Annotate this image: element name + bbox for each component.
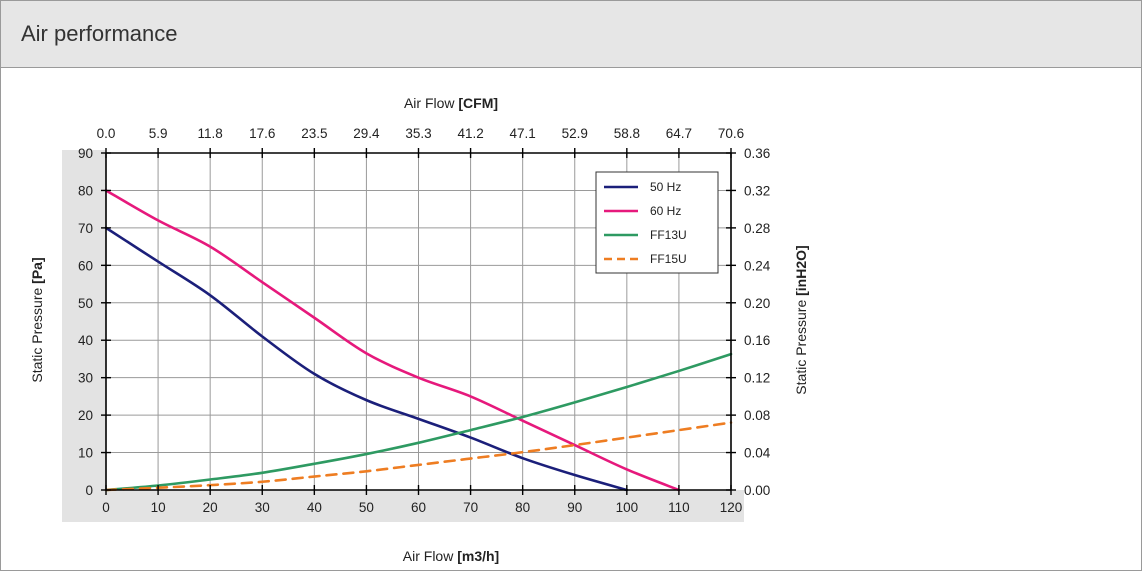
bottom-tick-label: 20: [203, 500, 218, 515]
left-tick-label: 30: [78, 371, 93, 386]
legend-label-60-hz: 60 Hz: [650, 204, 681, 218]
left-tick-label: 20: [78, 408, 93, 423]
bottom-tick-label: 40: [307, 500, 322, 515]
top-tick-label: 17.6: [249, 126, 275, 141]
chart-legend: 50 Hz 60 Hz FF13U FF15U: [595, 171, 719, 274]
bottom-tick-label: 110: [668, 500, 690, 515]
tick-labels: 0 0.0 10 5.9 20 11.8 30 17.6 40 23.5 50 29.4 60 35.3 7…: [78, 126, 771, 515]
left-tick-label: 90: [78, 146, 93, 161]
right-tick-label: 0.04: [744, 446, 771, 461]
left-tick-label: 60: [78, 258, 93, 273]
right-tick-label: 0.20: [744, 296, 770, 311]
bottom-axis-title: Air Flow [m3/h]: [403, 548, 499, 564]
top-tick-label: 29.4: [353, 126, 380, 141]
top-tick-label: 23.5: [301, 126, 327, 141]
left-tick-label: 0: [85, 483, 93, 498]
right-tick-label: 0.00: [744, 483, 770, 498]
series-line-60-hz: [104, 189, 681, 492]
left-tick-label: 50: [78, 296, 93, 311]
left-tick-label: 80: [78, 183, 93, 198]
legend-box: [595, 171, 719, 274]
bottom-axis-band: [62, 490, 744, 522]
bottom-tick-label: 100: [616, 500, 639, 515]
bottom-tick-label: 90: [567, 500, 582, 515]
left-axis-title: Static Pressure [Pa]: [29, 257, 45, 382]
top-tick-label: 52.9: [562, 126, 588, 141]
bottom-tick-label: 0: [102, 500, 110, 515]
left-tick-label: 70: [78, 221, 93, 236]
series-line-ff13u: [104, 352, 733, 492]
right-tick-label: 0.28: [744, 221, 770, 236]
legend-label-ff15u: FF15U: [650, 252, 687, 266]
top-tick-label: 58.8: [614, 126, 640, 141]
left-axis-band: [62, 150, 106, 522]
top-tick-label: 11.8: [198, 126, 223, 141]
right-tick-label: 0.32: [744, 183, 770, 198]
top-tick-label: 70.6: [718, 126, 744, 141]
bottom-tick-label: 60: [411, 500, 426, 515]
legend-label-50-hz: 50 Hz: [650, 180, 681, 194]
top-tick-label: 35.3: [405, 126, 431, 141]
left-tick-label: 10: [78, 446, 93, 461]
axes: [101, 148, 736, 495]
right-tick-label: 0.12: [744, 371, 770, 386]
panel-header: Air performance: [1, 1, 1141, 68]
top-tick-label: 47.1: [510, 126, 536, 141]
bottom-tick-label: 50: [359, 500, 374, 515]
right-axis-title: Static Pressure [inH2O]: [793, 245, 809, 394]
bottom-tick-label: 30: [255, 500, 270, 515]
bottom-tick-label: 10: [151, 500, 166, 515]
top-tick-label: 64.7: [666, 126, 692, 141]
right-tick-label: 0.08: [744, 408, 770, 423]
top-axis-title: Air Flow [CFM]: [404, 95, 498, 111]
left-tick-label: 40: [78, 333, 93, 348]
bottom-tick-label: 70: [463, 500, 478, 515]
bottom-tick-label: 80: [515, 500, 530, 515]
top-tick-label: 41.2: [457, 126, 483, 141]
right-tick-label: 0.16: [744, 333, 770, 348]
bottom-tick-label: 120: [720, 500, 743, 515]
legend-label-ff13u: FF13U: [650, 228, 687, 242]
top-tick-label: 0.0: [97, 126, 116, 141]
grid-lines: [105, 152, 732, 491]
top-tick-label: 5.9: [149, 126, 168, 141]
series-line-50-hz: [104, 226, 629, 492]
panel-title: Air performance: [21, 21, 178, 46]
right-tick-label: 0.24: [744, 258, 771, 273]
right-tick-label: 0.36: [744, 146, 770, 161]
